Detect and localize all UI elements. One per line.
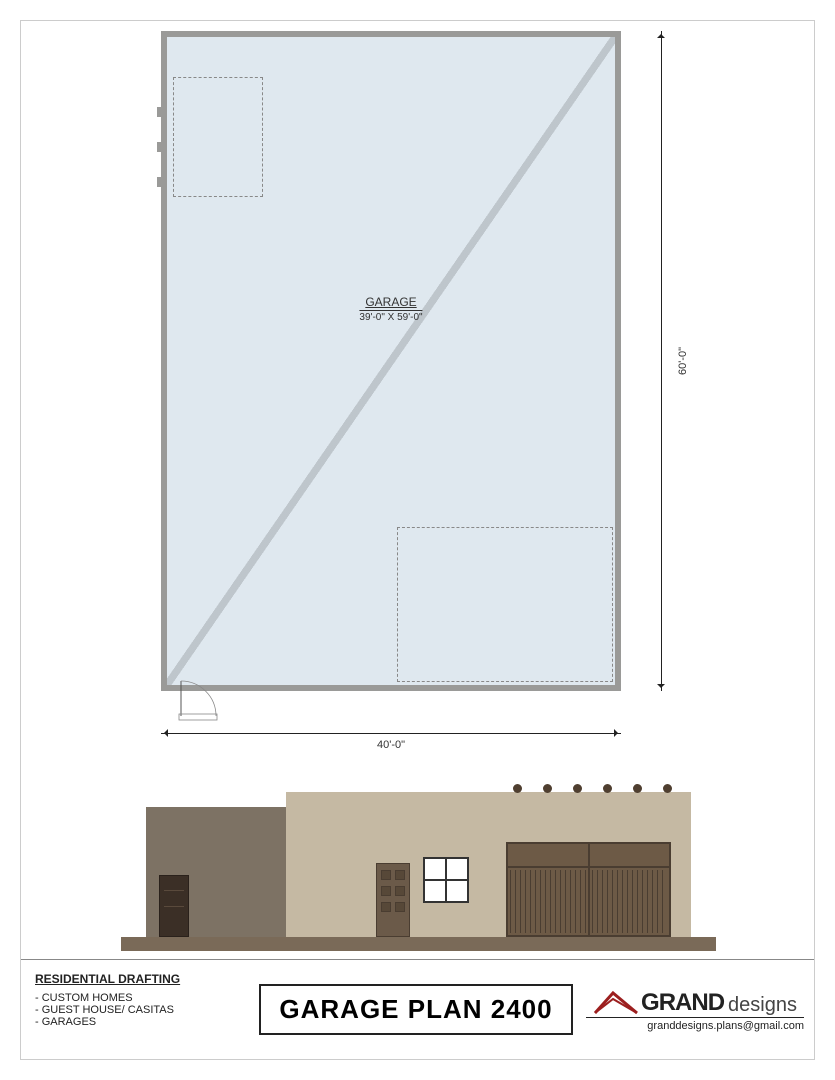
services-column: RESIDENTIAL DRAFTING - CUSTOM HOMES - GU… — [21, 960, 256, 1059]
plan-title: GARAGE PLAN 2400 — [259, 984, 572, 1035]
ground-line — [121, 937, 716, 951]
room-label: GARAGE 39'-0" X 59'-0" — [359, 295, 422, 323]
entry-door — [376, 863, 410, 937]
dimension-width — [161, 733, 621, 734]
garage-room: GARAGE 39'-0" X 59'-0" — [161, 31, 621, 691]
services-heading: RESIDENTIAL DRAFTING — [35, 972, 242, 986]
service-item-3: - GARAGES — [35, 1016, 242, 1028]
viga-6 — [663, 784, 672, 793]
logo-column: GRANDdesigns granddesigns.plans@gmail.co… — [576, 960, 814, 1059]
dashed-area-top — [173, 77, 263, 197]
room-name: GARAGE — [359, 295, 422, 309]
logo-text-bold: GRAND — [641, 989, 724, 1017]
viga-3 — [573, 784, 582, 793]
dimension-height — [661, 31, 662, 691]
viga-1 — [513, 784, 522, 793]
wall-notch-2 — [157, 142, 163, 152]
logo-text-light: designs — [728, 994, 797, 1017]
side-door — [159, 875, 189, 937]
window — [423, 857, 469, 903]
floor-plan: GARAGE 39'-0" X 59'-0" — [161, 31, 621, 711]
dashed-area-bottom — [397, 527, 613, 682]
garage-door — [506, 842, 671, 937]
dimension-height-label: 60'-0" — [677, 347, 689, 375]
service-item-1: - CUSTOM HOMES — [35, 992, 242, 1004]
title-block: RESIDENTIAL DRAFTING - CUSTOM HOMES - GU… — [21, 959, 814, 1059]
drawing-sheet: GARAGE 39'-0" X 59'-0" 40'-0" 60'-0" — [20, 20, 815, 1060]
viga-2 — [543, 784, 552, 793]
viga-5 — [633, 784, 642, 793]
plan-title-column: GARAGE PLAN 2400 — [256, 960, 576, 1059]
door-swing-icon — [176, 676, 226, 726]
viga-4 — [603, 784, 612, 793]
wall-notch-3 — [157, 177, 163, 187]
service-item-2: - GUEST HOUSE/ CASITAS — [35, 1004, 242, 1016]
dimension-width-label: 40'-0" — [377, 739, 405, 751]
front-elevation — [121, 781, 716, 951]
roof-icon — [593, 987, 639, 1017]
contact-email: granddesigns.plans@gmail.com — [586, 1017, 804, 1032]
company-logo: GRANDdesigns — [593, 987, 797, 1017]
room-dimensions: 39'-0" X 59'-0" — [359, 310, 422, 323]
wall-notch-1 — [157, 107, 163, 117]
